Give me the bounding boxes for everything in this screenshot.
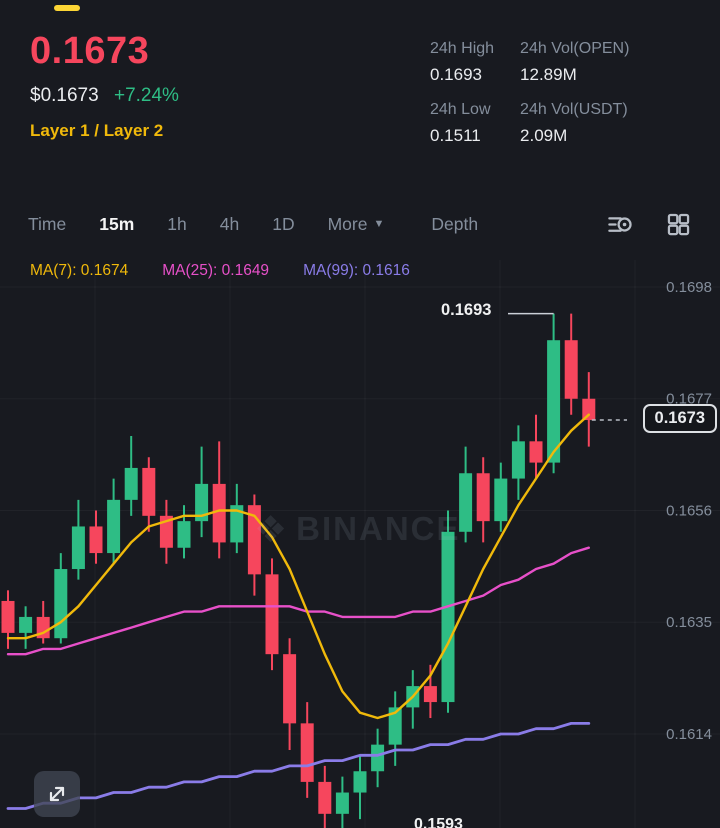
chart-low-label: 0.1593 [414, 816, 463, 828]
active-tab-indicator [54, 5, 80, 11]
interval-1h[interactable]: 1h [167, 213, 187, 234]
grid-layout-icon[interactable] [665, 211, 692, 238]
stat-value: 0.1693 [430, 65, 482, 84]
stat-value: 12.89M [520, 65, 577, 84]
ma99-legend[interactable]: MA(99): 0.1616 [303, 262, 410, 279]
interval-15m[interactable]: 15m [99, 213, 135, 234]
svg-text:0.1698: 0.1698 [666, 279, 712, 296]
svg-text:0.1635: 0.1635 [666, 614, 712, 631]
svg-text:0.1614: 0.1614 [666, 726, 712, 743]
ma7-legend[interactable]: MA(7): 0.1674 [30, 262, 129, 279]
stat-24h-vol-open: 24h Vol(OPEN) 12.89M [520, 40, 629, 85]
stat-label: 24h Vol(USDT) [520, 101, 628, 118]
toolbar-icons [606, 211, 692, 238]
depth-tab[interactable]: Depth [431, 213, 479, 234]
fullscreen-button[interactable] [34, 771, 80, 817]
category-tags-link[interactable]: Layer 1 / Layer 2 [30, 121, 164, 140]
current-price-badge[interactable]: 0.1673 [642, 404, 717, 433]
stat-label: 24h High [430, 40, 495, 57]
last-price: 0.1673 [30, 30, 150, 72]
chart-canvas[interactable]: 0.1698 0.1677 0.1656 0.1635 0.1614 [0, 260, 720, 828]
more-label: More [327, 213, 368, 234]
stat-24h-low: 24h Low 0.1511 [430, 101, 494, 146]
stat-24h-high: 24h High 0.1693 [430, 40, 494, 85]
svg-text:0.1656: 0.1656 [666, 502, 712, 519]
ma-legend: MA(7): 0.1674 MA(25): 0.1649 MA(99): 0.1… [30, 262, 410, 280]
interval-1d[interactable]: 1D [272, 213, 295, 234]
stats-grid: 24h High 0.1693 24h Vol(OPEN) 12.89M 24h… [430, 40, 629, 146]
price-block: 0.1673 $0.1673 +7.24% Layer 1 / Layer 2 [30, 30, 179, 141]
fiat-price: $0.1673 [30, 85, 99, 106]
more-dropdown[interactable]: More ▼ [328, 214, 385, 235]
chart-high-label: 0.1693 [441, 301, 492, 319]
interval-4h[interactable]: 4h [219, 213, 240, 234]
interval-toolbar: Time 15m 1h 4h 1D More ▼ Depth [0, 200, 720, 248]
svg-text:0.1677: 0.1677 [666, 391, 712, 408]
chevron-down-icon: ▼ [373, 217, 385, 230]
stat-label: 24h Vol(OPEN) [520, 40, 630, 57]
interval-time[interactable]: Time [28, 213, 67, 234]
stat-24h-vol-usdt: 24h Vol(USDT) 2.09M [520, 101, 629, 146]
stat-value: 2.09M [520, 126, 568, 145]
stat-label: 24h Low [430, 101, 491, 118]
ma25-legend[interactable]: MA(25): 0.1649 [162, 262, 270, 279]
expand-arrows-icon [49, 786, 65, 802]
stat-value: 0.1511 [430, 126, 481, 145]
change-percent: +7.24% [113, 85, 179, 106]
candlestick-chart[interactable]: 0.1698 0.1677 0.1656 0.1635 0.1614 ❖ BINANCE… [0, 260, 720, 828]
indicators-icon[interactable] [606, 211, 633, 238]
